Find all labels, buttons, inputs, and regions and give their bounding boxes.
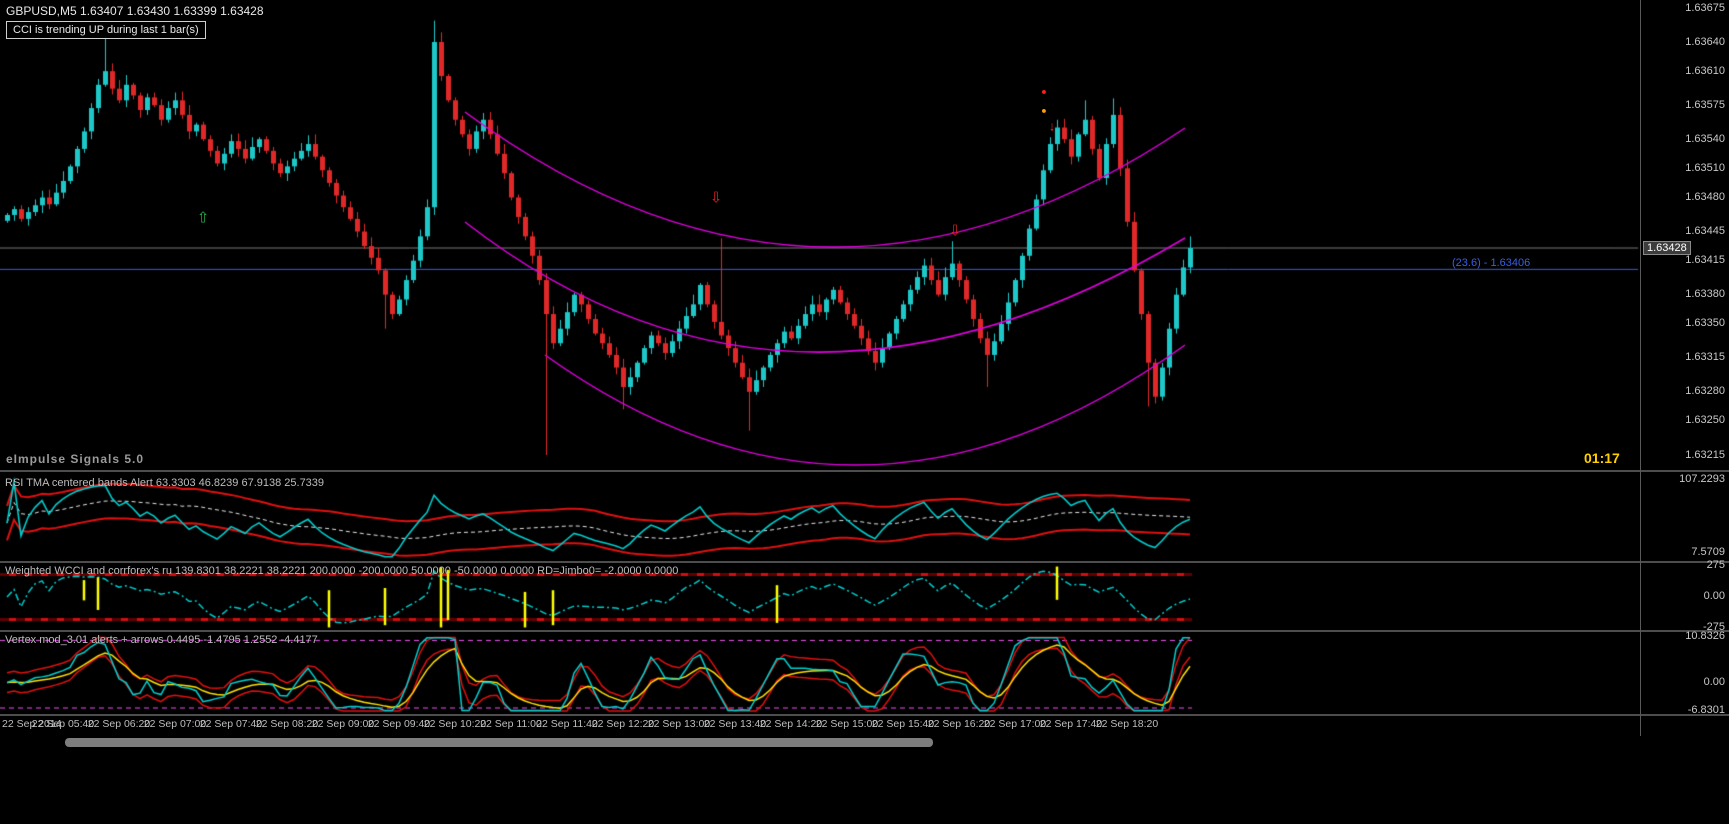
- price-axis-label: 1.63315: [1685, 351, 1725, 364]
- indicator-axis-label: 0.00: [1703, 590, 1725, 602]
- time-axis-label: 22 Sep 09:40: [367, 718, 431, 730]
- time-axis-label: 22 Sep 17:00: [983, 718, 1047, 730]
- chart-canvas[interactable]: [0, 0, 1640, 736]
- time-axis-label: 22 Sep 2014: [2, 718, 62, 730]
- time-axis-label: 22 Sep 16:20: [927, 718, 991, 730]
- time-axis-label: 22 Sep 10:20: [423, 718, 487, 730]
- time-axis-label: 22 Sep 08:20: [255, 718, 319, 730]
- vertex-panel-title: Vertex mod_3.01 alerts + arrows 0.4495 -…: [5, 634, 318, 646]
- buy-signal-arrow-icon: ⇧: [196, 209, 210, 227]
- time-axis-label: 22 Sep 07:40: [199, 718, 263, 730]
- time-axis-label: 22 Sep 12:20: [591, 718, 655, 730]
- price-axis-label: 1.63280: [1685, 385, 1725, 398]
- symbol-ohlc-line: GBPUSD,M5 1.63407 1.63430 1.63399 1.6342…: [6, 4, 264, 18]
- time-axis-label: 22 Sep 09:00: [311, 718, 375, 730]
- candle-countdown-timer: 01:17: [1584, 450, 1620, 466]
- price-axis-label: 1.63480: [1685, 190, 1725, 203]
- time-axis-label: 22 Sep 18:20: [1095, 718, 1159, 730]
- indicator-axis-label: 0.00: [1703, 676, 1725, 688]
- time-axis-label: 22 Sep 06:20: [87, 718, 151, 730]
- indicator-axis-label: 10.8326: [1685, 630, 1725, 642]
- indicator-axis-label: 275: [1706, 559, 1725, 571]
- price-axis-label: 1.63380: [1685, 288, 1725, 301]
- price-axis-label: 1.63610: [1685, 64, 1725, 77]
- time-axis-label: 22 Sep 11:40: [536, 718, 598, 730]
- time-axis-label: 22 Sep 17:40: [1039, 718, 1103, 730]
- time-axis-label: 22 Sep 11:00: [480, 718, 542, 730]
- indicator-axis-label: 107.2293: [1679, 473, 1725, 485]
- panel-separator[interactable]: [0, 561, 1729, 563]
- price-axis-label: 1.63540: [1685, 132, 1725, 145]
- price-axis-label: 1.63510: [1685, 161, 1725, 174]
- price-axis-label: 1.63445: [1685, 225, 1725, 237]
- price-axis-label: 1.63415: [1685, 254, 1725, 267]
- time-axis[interactable]: 22 Sep 2014 22 Sep 05:40 22 Sep 06:20 22 Se…: [0, 716, 1640, 731]
- indicator-axis-label: -275: [1702, 621, 1725, 633]
- current-price-tag: 1.63428: [1643, 241, 1691, 256]
- price-axis-label: 1.63640: [1685, 35, 1725, 48]
- wcci-panel-title: Weighted WCCI and corrforex's ru 139.830…: [5, 565, 679, 577]
- signal-dot-icon: ●: [1041, 86, 1047, 97]
- time-axis-label: 22 Sep 14:20: [759, 718, 823, 730]
- signal-dot-icon: ●: [1041, 105, 1047, 116]
- panel-separator[interactable]: [0, 470, 1729, 472]
- price-axis-label: 1.63575: [1685, 98, 1725, 111]
- fibonacci-level-label: (23.6) - 1.63406: [1452, 257, 1531, 269]
- cci-alert-box: CCI is trending UP during last 1 bar(s): [6, 21, 206, 39]
- time-axis-label: 22 Sep 13:40: [703, 718, 767, 730]
- price-axis-label: 1.63350: [1685, 317, 1725, 330]
- panel-separator[interactable]: [0, 714, 1729, 716]
- sell-signal-arrow-icon: ⇩: [948, 222, 962, 240]
- price-axis[interactable]: 1.63428 1.63675 1.63640 1.63610 1.63575 1.63…: [1640, 0, 1729, 736]
- sell-signal-arrow-icon: ⇩: [709, 189, 723, 207]
- indicator-axis-label: -6.8301: [1687, 704, 1725, 716]
- time-axis-label: 22 Sep 13:00: [647, 718, 711, 730]
- indicator-axis-label: 7.5709: [1691, 546, 1725, 558]
- bottom-scrollbar[interactable]: [65, 738, 933, 747]
- panel-separator[interactable]: [0, 630, 1729, 632]
- time-axis-label: 22 Sep 15:00: [815, 718, 879, 730]
- time-axis-label: 22 Sep 05:40: [31, 718, 95, 730]
- price-axis-label: 1.63675: [1685, 1, 1725, 14]
- price-axis-label: 1.63250: [1685, 414, 1725, 427]
- time-axis-label: 22 Sep 15:40: [871, 718, 935, 730]
- rsi-panel-title: RSI TMA centered bands Alert 63.3303 46.…: [5, 477, 325, 489]
- eimpulse-signals-label: eImpulse Signals 5.0: [6, 452, 145, 466]
- price-axis-label: 1.63215: [1685, 448, 1725, 461]
- sell-entry-arrow-icon: ↓: [1048, 118, 1056, 134]
- time-axis-label: 22 Sep 07:00: [143, 718, 207, 730]
